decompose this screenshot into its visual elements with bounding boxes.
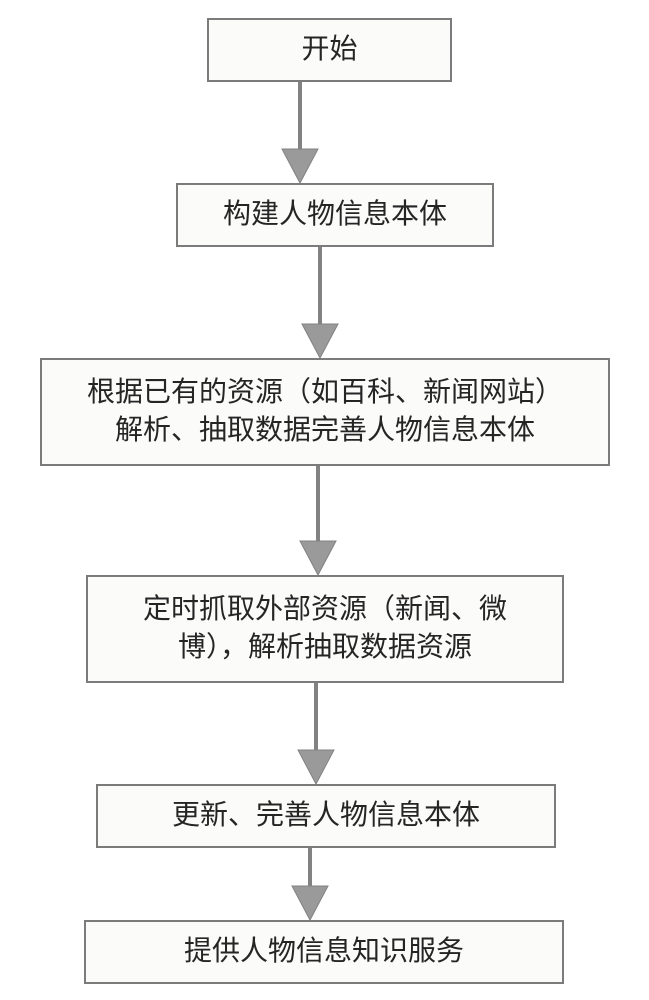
flow-node-n1: 开始 (207, 18, 452, 82)
flow-node-n5: 更新、完善人物信息本体 (96, 784, 556, 848)
edges-layer (0, 0, 649, 1000)
flow-node-n2: 构建人物信息本体 (176, 183, 494, 247)
edge-head-n1-n2 (282, 149, 318, 183)
flow-node-n3: 根据已有的资源（如百科、新闻网站） 解析、抽取数据完善人物信息本体 (40, 358, 610, 466)
edge-head-n4-n5 (298, 750, 334, 784)
flow-node-n4: 定时抓取外部资源（新闻、微 博），解析抽取数据资源 (86, 575, 564, 683)
edge-head-n5-n6 (292, 886, 328, 920)
edge-head-n3-n4 (300, 541, 336, 575)
flowchart-canvas: 开始构建人物信息本体根据已有的资源（如百科、新闻网站） 解析、抽取数据完善人物信… (0, 0, 649, 1000)
flow-node-n6: 提供人物信息知识服务 (84, 920, 564, 984)
edge-head-n2-n3 (302, 324, 338, 358)
